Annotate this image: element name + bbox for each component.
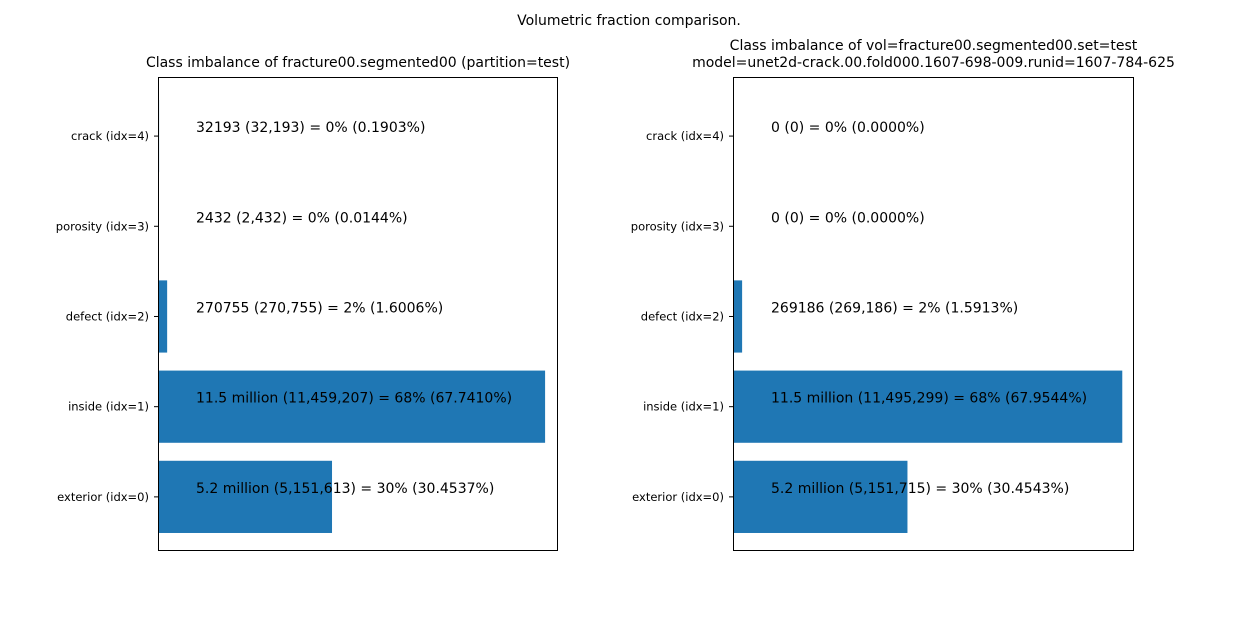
bar-label: 270755 (270,755) = 2% (1.6006%) xyxy=(196,300,443,316)
bar-label: 5.2 million (5,151,613) = 30% (30.4537%) xyxy=(196,481,494,497)
bar xyxy=(158,280,168,353)
subplot-2: Class imbalance of vol=fracture00.segmen… xyxy=(631,38,1175,551)
bar-label: 32193 (32,193) = 0% (0.1903%) xyxy=(196,120,425,136)
bar-label: 2432 (2,432) = 0% (0.0144%) xyxy=(196,210,408,226)
bar xyxy=(158,460,333,533)
bar-label: 0 (0) = 0% (0.0000%) xyxy=(771,120,925,136)
bar-label: 269186 (269,186) = 2% (1.5913%) xyxy=(771,300,1018,316)
bar-label: 11.5 million (11,459,207) = 68% (67.7410… xyxy=(196,391,512,407)
y-tick-label: inside (idx=1) xyxy=(643,400,724,414)
figure-suptitle: Volumetric fraction comparison. xyxy=(517,13,741,29)
y-tick-label: inside (idx=1) xyxy=(68,400,149,414)
bar-label: 0 (0) = 0% (0.0000%) xyxy=(771,210,925,226)
subplot-1: Class imbalance of fracture00.segmented0… xyxy=(56,55,570,551)
bar-label: 5.2 million (5,151,715) = 30% (30.4543%) xyxy=(771,481,1069,497)
y-tick-label: porosity (idx=3) xyxy=(56,219,149,233)
subplot-title: model=unet2d-crack.00.fold000.1607-698-0… xyxy=(692,55,1175,71)
y-tick-label: defect (idx=2) xyxy=(641,309,724,323)
bar xyxy=(733,460,908,533)
y-tick-label: defect (idx=2) xyxy=(66,309,149,323)
y-tick-label: exterior (idx=0) xyxy=(57,490,149,504)
bar xyxy=(733,370,1123,443)
subplot-title: Class imbalance of vol=fracture00.segmen… xyxy=(730,38,1138,54)
subplot-title: Class imbalance of fracture00.segmented0… xyxy=(146,55,570,71)
subplots: Class imbalance of fracture00.segmented0… xyxy=(56,38,1175,551)
bar xyxy=(733,280,743,353)
y-tick-label: porosity (idx=3) xyxy=(631,219,724,233)
bar xyxy=(158,370,546,443)
y-tick-label: exterior (idx=0) xyxy=(632,490,724,504)
axes-frame xyxy=(733,77,1134,551)
bar-label: 11.5 million (11,495,299) = 68% (67.9544… xyxy=(771,391,1087,407)
axes-frame xyxy=(158,77,558,551)
y-tick-label: crack (idx=4) xyxy=(71,129,149,143)
y-tick-label: crack (idx=4) xyxy=(646,129,724,143)
